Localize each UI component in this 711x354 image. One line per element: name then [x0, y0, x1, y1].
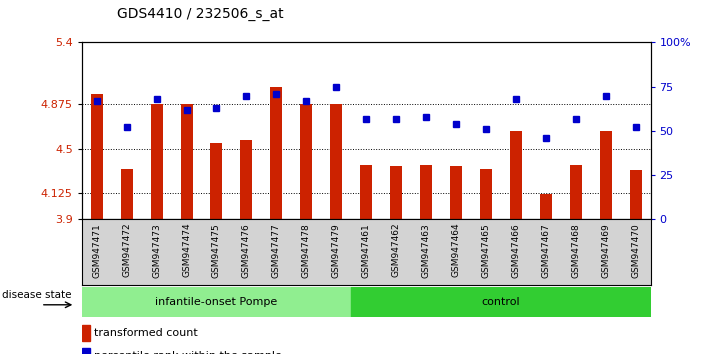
Bar: [151, 104, 163, 219]
Bar: [82, 348, 90, 354]
Text: GSM947475: GSM947475: [212, 223, 221, 278]
Text: GSM947472: GSM947472: [122, 223, 131, 278]
Text: GSM947463: GSM947463: [422, 223, 431, 278]
Text: GSM947461: GSM947461: [362, 223, 370, 278]
Text: control: control: [481, 297, 520, 307]
Text: GSM947468: GSM947468: [571, 223, 580, 278]
Bar: [270, 87, 282, 219]
Text: GSM947477: GSM947477: [272, 223, 281, 278]
Text: GSM947462: GSM947462: [392, 223, 400, 278]
Bar: [210, 143, 223, 219]
Bar: [450, 166, 462, 219]
Text: GSM947469: GSM947469: [602, 223, 610, 278]
Bar: [630, 170, 641, 219]
Text: transformed count: transformed count: [94, 328, 198, 338]
Text: infantile-onset Pompe: infantile-onset Pompe: [156, 297, 277, 307]
Text: GSM947473: GSM947473: [152, 223, 161, 278]
Text: GSM947478: GSM947478: [301, 223, 311, 278]
Bar: [82, 325, 90, 341]
Bar: [480, 169, 492, 219]
Bar: [570, 165, 582, 219]
Bar: [330, 104, 342, 219]
Text: percentile rank within the sample: percentile rank within the sample: [94, 351, 282, 354]
Text: disease state: disease state: [1, 290, 71, 300]
Text: GSM947470: GSM947470: [631, 223, 640, 278]
Text: GSM947465: GSM947465: [481, 223, 491, 278]
Bar: [510, 131, 522, 219]
Text: GSM947476: GSM947476: [242, 223, 251, 278]
Text: GDS4410 / 232506_s_at: GDS4410 / 232506_s_at: [117, 7, 284, 21]
Text: GSM947466: GSM947466: [511, 223, 520, 278]
Bar: [82, 287, 351, 317]
Bar: [121, 169, 133, 219]
Bar: [420, 165, 432, 219]
Bar: [360, 165, 372, 219]
Bar: [599, 131, 611, 219]
Bar: [300, 104, 312, 219]
Bar: [91, 95, 102, 219]
Text: GSM947471: GSM947471: [92, 223, 101, 278]
Text: GSM947479: GSM947479: [332, 223, 341, 278]
Text: GSM947467: GSM947467: [541, 223, 550, 278]
Bar: [351, 287, 651, 317]
Bar: [240, 141, 252, 219]
Bar: [181, 104, 193, 219]
Text: GSM947464: GSM947464: [451, 223, 461, 278]
Bar: [540, 194, 552, 219]
Bar: [390, 166, 402, 219]
Text: GSM947474: GSM947474: [182, 223, 191, 278]
